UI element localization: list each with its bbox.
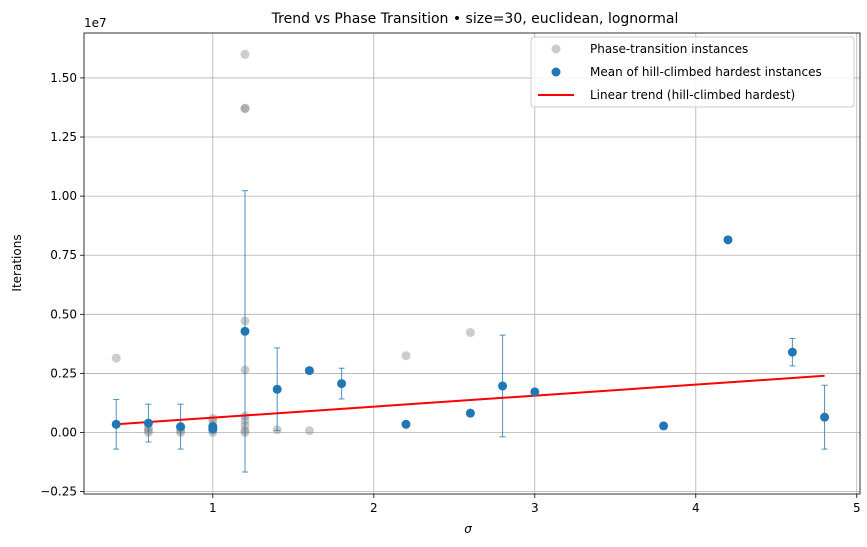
linear-trend-line: [116, 374, 825, 426]
hill-climbed-mean-point: [176, 422, 186, 432]
hill-climbed-mean-point: [820, 412, 830, 422]
y-tick-label: 1.25: [50, 130, 77, 144]
phase-transition-point: [304, 426, 314, 436]
y-tick-label: 0.00: [50, 426, 77, 440]
phase-transition-point: [401, 351, 411, 361]
hill-climbed-mean-point: [723, 235, 733, 245]
plot-data: [111, 49, 830, 473]
plot-frame: [83, 32, 861, 495]
hill-climbed-mean-point: [337, 379, 347, 389]
hill-climbed-mean-point: [659, 421, 669, 431]
hill-climbed-mean-point: [111, 419, 121, 429]
y-tick-label: 0.25: [50, 366, 77, 380]
legend-label-phase-transition: Phase-transition instances: [590, 42, 748, 56]
legend-marker-hill-climbed-mean: [551, 67, 561, 77]
hill-climbed-mean-point: [530, 387, 540, 397]
y-tick-label: 1.00: [50, 189, 77, 203]
hill-climbed-mean-point: [143, 418, 153, 428]
phase-transition-point: [240, 49, 250, 59]
phase-transition-point: [240, 103, 250, 113]
x-tick-label: 5: [853, 501, 861, 515]
x-tick-label: 3: [531, 501, 539, 515]
hill-climbed-mean-point: [240, 326, 250, 336]
y-tick-label: 0.75: [50, 248, 77, 262]
hill-climbed-mean-point: [498, 381, 508, 391]
hill-climbed-mean-point: [465, 408, 475, 418]
x-tick-label: 2: [370, 501, 378, 515]
y-axis-label: Iterations: [10, 234, 24, 291]
legend-label-hill-climbed-mean: Mean of hill-climbed hardest instances: [590, 65, 822, 79]
y-tick-label: 1.50: [50, 71, 77, 85]
chart-title: Trend vs Phase Transition • size=30, euc…: [271, 11, 679, 27]
phase-transition-point: [465, 328, 475, 338]
legend-box: [530, 36, 855, 108]
axis-ticks: 1 2 3 4 5 −0.25 0.00 0.25 0.50 0.75 1.00 1.25 1.50: [40, 71, 860, 515]
hill-climbed-mean-point: [208, 422, 218, 432]
phase-transition-point: [111, 353, 121, 363]
legend-label-linear-trend: Linear trend (hill-climbed hardest): [590, 88, 795, 102]
hill-climbed-mean-point: [787, 347, 797, 357]
x-axis-label: σ: [464, 522, 472, 536]
hill-climbed-mean-point: [401, 419, 411, 429]
legend: Phase-transition instances Mean of hill-…: [530, 36, 855, 108]
hill-climbed-mean-point: [272, 384, 282, 394]
x-tick-label: 1: [209, 501, 217, 515]
legend-marker-phase-transition: [551, 44, 561, 54]
y-tick-label: 0.50: [50, 307, 77, 321]
y-tick-label: −0.25: [40, 485, 77, 499]
x-tick-label: 4: [692, 501, 700, 515]
hill-climbed-mean-point: [304, 366, 314, 376]
phase-transition-point: [240, 104, 250, 114]
y-offset-label: 1e7: [84, 16, 107, 30]
